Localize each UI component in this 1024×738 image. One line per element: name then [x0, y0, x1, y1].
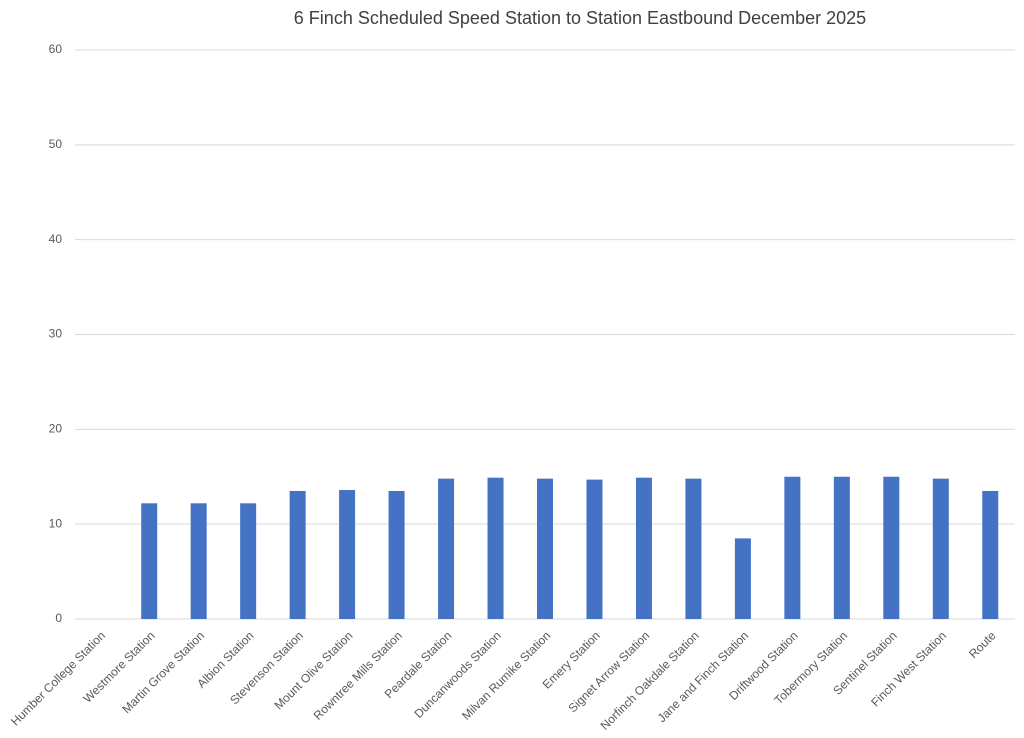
- bar: [635, 477, 652, 619]
- y-tick-label: 10: [49, 516, 63, 530]
- x-tick-label: Martin Grove Station: [119, 628, 207, 716]
- bar: [685, 478, 702, 619]
- bar: [289, 490, 306, 619]
- bar: [141, 503, 158, 619]
- y-tick-label: 30: [49, 327, 63, 341]
- bar: [190, 503, 207, 619]
- x-tick-label: Duncanwoods Station: [411, 628, 503, 720]
- y-tick-label: 40: [49, 232, 63, 246]
- y-tick-label: 20: [49, 422, 63, 436]
- bar: [932, 478, 949, 619]
- bar: [438, 478, 455, 619]
- bar: [339, 490, 356, 619]
- x-tick-label: Rowntree Mills Station: [311, 628, 405, 722]
- bar: [388, 490, 405, 619]
- y-tick-label: 0: [55, 611, 62, 625]
- y-tick-label: 50: [49, 137, 63, 151]
- y-tick-label: 60: [49, 42, 63, 56]
- bar: [982, 490, 999, 619]
- x-tick-label: Norfinch Oakdale Station: [598, 628, 702, 732]
- bar: [487, 477, 504, 619]
- x-tick-label: Route: [966, 628, 999, 661]
- bar: [784, 476, 801, 619]
- x-tick-label: Humber College Station: [8, 628, 108, 728]
- bar: [586, 479, 603, 619]
- bar: [240, 503, 257, 619]
- chart-title: 6 Finch Scheduled Speed Station to Stati…: [294, 8, 866, 28]
- bar: [883, 476, 900, 619]
- x-tick-label: Jane and Finch Station: [655, 628, 752, 725]
- bar: [537, 478, 553, 619]
- bar: [734, 538, 751, 619]
- bar: [833, 476, 850, 619]
- x-tick-label: Milvan Rumike Station: [459, 628, 553, 722]
